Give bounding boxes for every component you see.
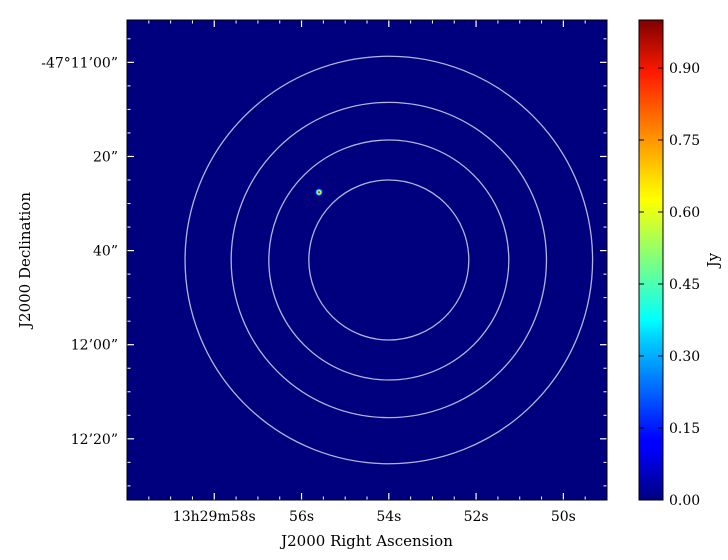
x-tick-label: 56s (289, 509, 314, 525)
axis-ticks (127, 20, 607, 500)
y-tick-labels: -47°11’00” 20” 40” 12’00” 12’20” (41, 55, 118, 447)
colorbar-tick-label: 0.90 (669, 61, 700, 77)
y-tick-label: -47°11’00” (41, 55, 118, 71)
y-tick-label: 20” (93, 149, 118, 165)
annulus-circles (184, 55, 594, 465)
colorbar (638, 19, 664, 501)
plot-frame (126, 19, 608, 501)
annulus-circle-4 (184, 55, 594, 465)
colorbar-tick-label: 0.45 (669, 277, 700, 293)
image-background (127, 20, 607, 500)
x-tick-label: 13h29m58s (173, 509, 256, 525)
x-tick-label: 52s (464, 509, 489, 525)
annulus-circle-3 (230, 101, 548, 419)
colorbar-tick-label: 0.00 (669, 493, 700, 509)
colorbar-label: Jy (704, 252, 722, 269)
x-tick-labels: 13h29m58s 56s 54s 52s 50s (173, 509, 576, 525)
x-axis-label: J2000 Right Ascension (279, 532, 453, 550)
y-tick-label: 12’20” (71, 432, 118, 448)
point-sources (314, 187, 324, 197)
annulus-circle-2 (268, 139, 510, 381)
colorbar-tick-label: 0.75 (669, 133, 700, 149)
x-tick-label: 54s (376, 509, 401, 525)
y-axis-label: J2000 Declination (16, 192, 34, 330)
colorbar-tick-label: 0.30 (669, 349, 700, 365)
annulus-circle-1 (308, 179, 470, 341)
colorbar-tick-label: 0.15 (669, 421, 700, 437)
colorbar-tick-label: 0.60 (669, 205, 700, 221)
point-source-1 (314, 187, 324, 197)
y-tick-label: 40” (93, 244, 118, 260)
y-tick-label: 12’00” (71, 338, 118, 354)
x-tick-label: 50s (551, 509, 576, 525)
colorbar-ticks: 0.00 0.15 0.30 0.45 0.60 0.75 0.90 (639, 61, 700, 509)
